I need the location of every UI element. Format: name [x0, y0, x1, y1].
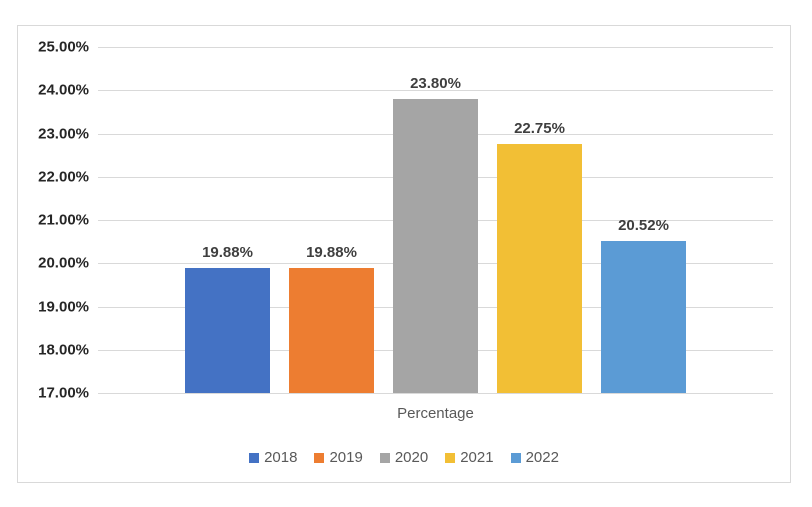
gridline	[98, 393, 773, 394]
plot-area: 19.88% 19.88% 23.80% 22.75% 20.52%	[98, 47, 773, 394]
bar-2021[interactable]	[497, 144, 582, 393]
bar-column-2022: 20.52%	[601, 47, 686, 393]
bar-column-2021: 22.75%	[497, 47, 582, 393]
bar-column-2019: 19.88%	[289, 47, 374, 393]
legend-swatch-icon	[249, 452, 260, 463]
data-label-2020: 23.80%	[410, 74, 461, 92]
legend-label: 2022	[525, 449, 559, 466]
bar-2022[interactable]	[601, 240, 686, 393]
legend-item-2018[interactable]: 2018	[249, 449, 297, 466]
legend-label: 2021	[460, 449, 494, 466]
data-label-2022: 20.52%	[618, 216, 669, 234]
data-label-2018: 19.88%	[202, 244, 253, 262]
y-tick-label: 21.00%	[38, 211, 89, 229]
legend-swatch-icon	[379, 452, 390, 463]
bar-column-2020: 23.80%	[393, 47, 478, 393]
y-tick-label: 17.00%	[38, 384, 89, 402]
y-tick-label: 22.00%	[38, 168, 89, 186]
bar-column-2018: 19.88%	[185, 47, 270, 393]
legend-item-2019[interactable]: 2019	[314, 449, 363, 466]
legend-label: 2020	[394, 449, 429, 466]
y-tick-label: 24.00%	[38, 81, 89, 99]
legend: 2018 2019 2020 2021 2022	[18, 449, 790, 466]
data-label-2019: 19.88%	[306, 244, 357, 262]
bar-2018[interactable]	[185, 268, 270, 393]
legend-item-2020[interactable]: 2020	[379, 449, 429, 466]
legend-swatch-icon	[445, 452, 456, 463]
data-label-2021: 22.75%	[514, 120, 565, 138]
legend-label: 2019	[329, 449, 363, 466]
legend-swatch-icon	[314, 452, 325, 463]
y-tick-label: 18.00%	[38, 341, 89, 359]
legend-label: 2018	[264, 449, 298, 466]
bars-group: 19.88% 19.88% 23.80% 22.75% 20.52%	[98, 47, 773, 393]
y-tick-label: 20.00%	[38, 254, 89, 272]
x-axis-title: Percentage	[397, 405, 474, 422]
legend-item-2022[interactable]: 2022	[510, 449, 559, 466]
legend-item-2021[interactable]: 2021	[445, 449, 494, 466]
y-tick-label: 25.00%	[38, 38, 89, 56]
y-tick-label: 23.00%	[38, 125, 89, 142]
bar-chart: 19.88% 19.88% 23.80% 22.75% 20.52% 25.00% 24.…	[17, 25, 791, 483]
bar-2020[interactable]	[393, 98, 478, 393]
bar-2019[interactable]	[289, 268, 374, 393]
y-tick-label: 19.00%	[38, 298, 89, 315]
gridline	[98, 90, 773, 92]
legend-swatch-icon	[510, 452, 521, 463]
gridline	[98, 47, 773, 48]
